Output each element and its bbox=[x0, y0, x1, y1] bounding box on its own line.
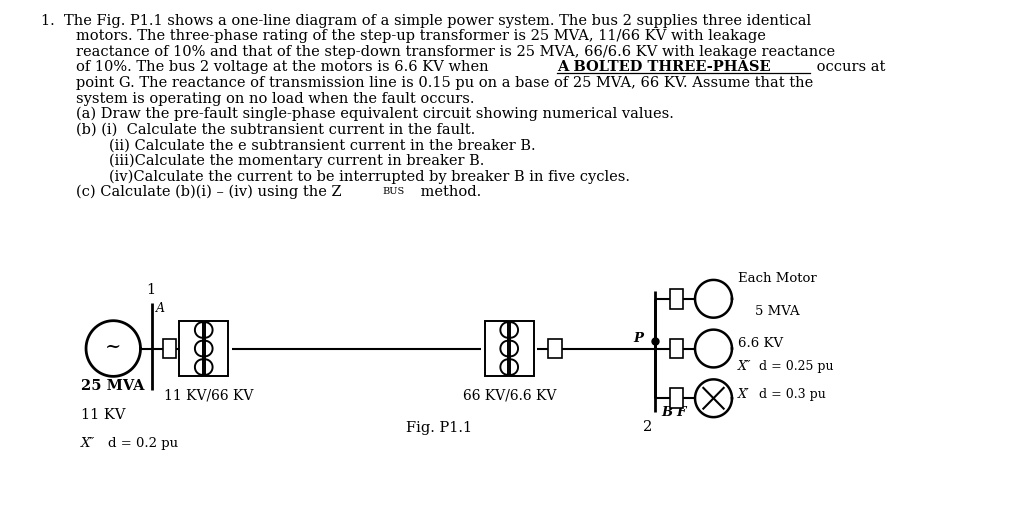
Text: Fig. P1.1: Fig. P1.1 bbox=[407, 421, 472, 435]
Text: X″: X″ bbox=[81, 437, 95, 450]
Polygon shape bbox=[163, 339, 176, 358]
Text: 66 KV/6.6 KV: 66 KV/6.6 KV bbox=[463, 388, 556, 402]
Text: (iv)Calculate the current to be interrupted by breaker B in five cycles.: (iv)Calculate the current to be interrup… bbox=[109, 169, 630, 184]
Text: of 10%. The bus 2 voltage at the motors is 6.6 KV when: of 10%. The bus 2 voltage at the motors … bbox=[76, 60, 494, 75]
Text: 25 MVA: 25 MVA bbox=[81, 379, 144, 393]
Text: (ii) Calculate the e subtransient current in the breaker B.: (ii) Calculate the e subtransient curren… bbox=[109, 138, 536, 152]
Text: 11 KV: 11 KV bbox=[81, 408, 126, 422]
Text: ~: ~ bbox=[105, 338, 122, 355]
Polygon shape bbox=[695, 330, 732, 367]
Text: 6.6 KV: 6.6 KV bbox=[738, 337, 783, 350]
Polygon shape bbox=[484, 321, 508, 376]
Polygon shape bbox=[670, 388, 683, 408]
Text: system is operating on no load when the fault occurs.: system is operating on no load when the … bbox=[76, 92, 474, 106]
Polygon shape bbox=[670, 289, 683, 309]
Text: point G. The reactance of transmission line is 0.15 pu on a base of 25 MVA, 66 K: point G. The reactance of transmission l… bbox=[76, 76, 813, 90]
Text: occurs at: occurs at bbox=[812, 60, 886, 75]
Text: 1: 1 bbox=[146, 283, 156, 297]
Text: d = 0.3 pu: d = 0.3 pu bbox=[759, 388, 826, 401]
Text: F: F bbox=[677, 406, 686, 419]
Polygon shape bbox=[695, 379, 732, 417]
Text: d = 0.2 pu: d = 0.2 pu bbox=[109, 437, 178, 450]
Polygon shape bbox=[510, 321, 534, 376]
Text: A: A bbox=[156, 302, 165, 315]
Text: BUS: BUS bbox=[382, 188, 404, 196]
Text: 11 KV/66 KV: 11 KV/66 KV bbox=[164, 388, 253, 402]
Text: method.: method. bbox=[416, 185, 481, 199]
Text: Each Motor: Each Motor bbox=[738, 272, 816, 285]
Text: d = 0.25 pu: d = 0.25 pu bbox=[759, 360, 834, 373]
Text: B: B bbox=[660, 406, 672, 419]
Text: P: P bbox=[634, 332, 643, 345]
Polygon shape bbox=[179, 321, 203, 376]
Text: A BOLTED THREE-PHASE: A BOLTED THREE-PHASE bbox=[557, 60, 771, 75]
Text: (c) Calculate (b)(i) – (iv) using the Z: (c) Calculate (b)(i) – (iv) using the Z bbox=[76, 185, 342, 199]
Text: reactance of 10% and that of the step-down transformer is 25 MVA, 66/6.6 KV with: reactance of 10% and that of the step-do… bbox=[76, 45, 836, 59]
Text: 2: 2 bbox=[643, 420, 652, 434]
Polygon shape bbox=[205, 321, 228, 376]
Text: motors. The three-phase rating of the step-up transformer is 25 MVA, 11/66 KV wi: motors. The three-phase rating of the st… bbox=[76, 29, 766, 43]
Text: (b) (i)  Calculate the subtransient current in the fault.: (b) (i) Calculate the subtransient curre… bbox=[76, 122, 475, 137]
Text: (iii)Calculate the momentary current in breaker B.: (iii)Calculate the momentary current in … bbox=[109, 154, 484, 168]
Text: X′: X′ bbox=[738, 388, 750, 401]
Polygon shape bbox=[548, 339, 562, 358]
Polygon shape bbox=[86, 321, 140, 376]
Polygon shape bbox=[695, 280, 732, 318]
Text: X″: X″ bbox=[738, 360, 752, 373]
Text: 1.  The Fig. P1.1 shows a one-line diagram of a simple power system. The bus 2 s: 1. The Fig. P1.1 shows a one-line diagra… bbox=[41, 14, 811, 28]
Text: (a) Draw the pre-fault single-phase equivalent circuit showing numerical values.: (a) Draw the pre-fault single-phase equi… bbox=[76, 107, 674, 121]
Text: 5 MVA: 5 MVA bbox=[756, 305, 800, 318]
Polygon shape bbox=[670, 339, 683, 358]
